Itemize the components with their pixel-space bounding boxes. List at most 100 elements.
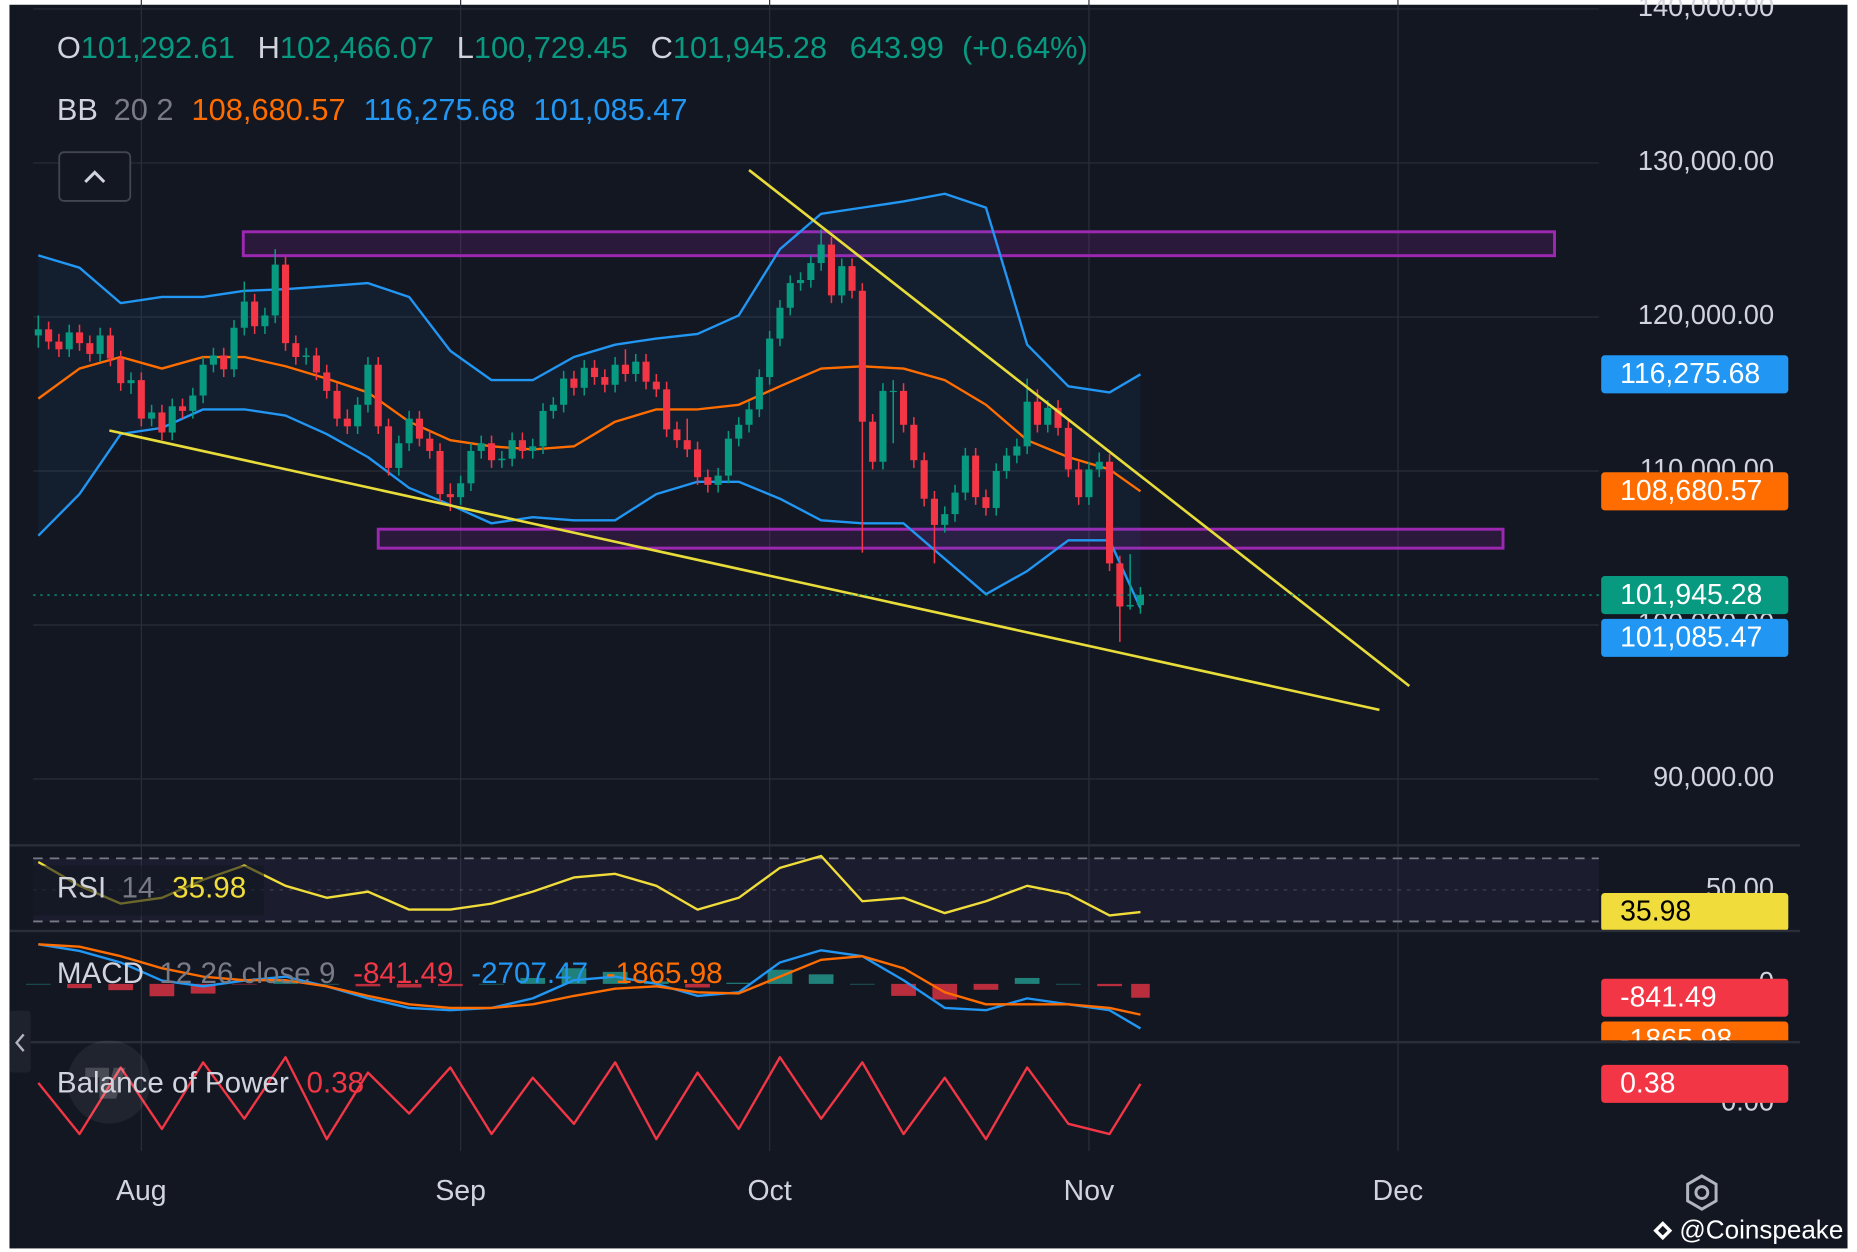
bb-lower-value: 101,085.47 xyxy=(533,92,687,127)
candle-body xyxy=(1054,407,1062,428)
candle-body xyxy=(673,429,681,441)
candle-body xyxy=(1136,595,1145,606)
candle-body xyxy=(86,343,94,354)
candle-body xyxy=(374,364,382,427)
bb-line xyxy=(37,408,1142,609)
background xyxy=(9,4,1848,1249)
candle-body xyxy=(704,477,712,485)
candle-body xyxy=(869,421,877,462)
bb-basis-value: 108,680.57 xyxy=(192,92,346,127)
price-badge-label: 101,945.28 xyxy=(1620,579,1762,611)
candle-body xyxy=(632,361,640,374)
price-badge xyxy=(1601,472,1789,511)
candle-body xyxy=(34,329,42,336)
candle-body xyxy=(601,377,609,385)
candle-body xyxy=(405,418,413,444)
candle-body xyxy=(941,514,949,525)
high-key: H xyxy=(258,30,280,65)
candle-body xyxy=(735,424,743,439)
settings-button[interactable] xyxy=(1686,1174,1718,1211)
collapse-button[interactable] xyxy=(58,151,132,202)
macd-name: MACD xyxy=(57,957,144,990)
open-key: O xyxy=(57,30,81,65)
candle-body xyxy=(271,264,279,316)
bop-header: Balance of Power 0.38 xyxy=(57,1066,364,1099)
bb-upper-value: 116,275.68 xyxy=(364,92,516,127)
candle-body xyxy=(1085,469,1093,498)
macd-histogram-bar xyxy=(314,983,340,985)
ohlc-header: O101,292.61 H102,466.07 L100,729.45 C101… xyxy=(57,30,1088,65)
settings-icon[interactable] xyxy=(1686,1174,1718,1211)
macd-histogram-bar xyxy=(685,983,710,988)
candle-body xyxy=(457,483,465,498)
candle-body xyxy=(899,390,908,425)
watermark: @Coinspeake xyxy=(1679,1215,1843,1245)
x-tick-label: Aug xyxy=(116,1175,167,1207)
candle-body xyxy=(786,283,794,308)
open-value: 101,292.61 xyxy=(81,30,235,65)
macd-histogram-bar xyxy=(479,983,504,985)
side-toggle-frame[interactable] xyxy=(9,1010,31,1073)
candle-body xyxy=(529,446,537,451)
candle-body xyxy=(281,264,290,344)
candle-body xyxy=(910,424,918,461)
macd-histogram-bar xyxy=(643,981,669,984)
macd-histogram-bar xyxy=(25,983,51,985)
candle-body xyxy=(65,332,73,350)
candle-body xyxy=(930,498,938,525)
price-badge xyxy=(1601,576,1789,615)
candle-body xyxy=(1095,461,1103,470)
candle-body xyxy=(55,341,63,350)
candle-body xyxy=(1064,427,1072,470)
candle-body xyxy=(1106,461,1114,564)
candle-body xyxy=(75,332,84,344)
price-badge-label: 108,680.57 xyxy=(1620,475,1762,507)
candle-body xyxy=(652,381,660,390)
side-toggle[interactable] xyxy=(9,1010,31,1073)
price-badge xyxy=(1601,892,1789,930)
macd-histogram-bar xyxy=(67,983,92,989)
candle-body xyxy=(1044,407,1052,425)
candle-body xyxy=(1075,469,1083,498)
macd-histogram-bar xyxy=(602,971,628,984)
macd-histogram-bar xyxy=(1014,977,1040,984)
candle-body xyxy=(879,390,887,462)
candle-body xyxy=(560,378,568,405)
candle-body xyxy=(889,390,897,393)
settings-icon-center[interactable] xyxy=(1694,1185,1710,1200)
macd-histogram-value: -841.49 xyxy=(353,957,453,990)
candle-body xyxy=(292,343,300,358)
candle-body xyxy=(858,290,866,422)
grid-layer xyxy=(9,0,1801,1151)
axis-layer: AugSepOctNovDec90,000.00100,000.00110,00… xyxy=(116,0,1789,1207)
collapse-icon[interactable] xyxy=(84,170,106,183)
candle-body xyxy=(426,438,434,451)
macd-histogram-bar xyxy=(1055,983,1081,985)
y-tick-label: 90,000.00 xyxy=(1653,761,1774,792)
candle-body xyxy=(498,458,506,461)
price-badge xyxy=(1601,1064,1789,1103)
price-badge xyxy=(1601,1021,1789,1041)
macd-histogram-bar xyxy=(520,977,546,984)
rsi-header: RSI 14 35.98 xyxy=(57,871,246,904)
macd-histogram-bar xyxy=(973,983,999,990)
side-toggle-icon[interactable] xyxy=(15,1033,25,1052)
candle-body xyxy=(137,380,145,419)
candle-body xyxy=(539,410,547,447)
candle-body xyxy=(199,364,207,396)
candle-body xyxy=(1023,401,1031,447)
collapse-button-frame[interactable] xyxy=(58,151,132,202)
bb-name: BB xyxy=(57,92,98,127)
candle-body xyxy=(961,455,969,493)
candle-body xyxy=(127,380,135,384)
candle-body xyxy=(117,358,125,384)
rsi-params: 14 xyxy=(122,871,155,904)
low-key: L xyxy=(457,30,474,65)
candle-body xyxy=(395,443,403,468)
candle-body xyxy=(580,367,588,388)
candle-body xyxy=(982,497,990,508)
price-badge xyxy=(1601,978,1789,1017)
tv-logo xyxy=(67,1040,151,1124)
tv-logo-mark xyxy=(85,1067,126,1099)
